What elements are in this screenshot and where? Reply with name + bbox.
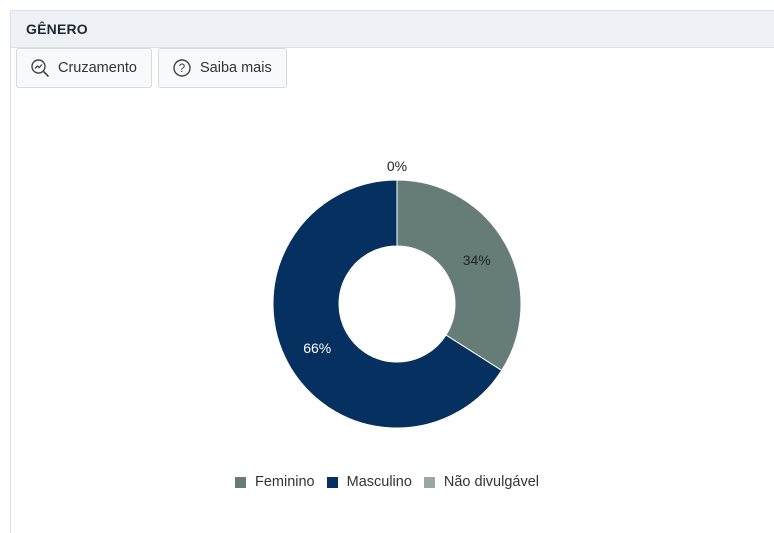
cross-analysis-icon bbox=[31, 59, 49, 77]
legend-label-nao-divulgavel: Não divulgável bbox=[443, 474, 540, 490]
genero-panel: GÊNERO bbox=[10, 10, 774, 533]
cross-button[interactable]: Cruzamento bbox=[16, 48, 152, 88]
question-icon: ? bbox=[173, 59, 191, 77]
cross-button-label: Cruzamento bbox=[58, 60, 137, 76]
slice-feminino[interactable] bbox=[396, 179, 522, 372]
panel-title: GÊNERO bbox=[26, 21, 88, 37]
legend-swatch-feminino bbox=[234, 476, 246, 488]
label-feminino: 34% bbox=[463, 252, 491, 268]
label-masculino: 66% bbox=[303, 340, 331, 356]
help-button[interactable]: ? Saiba mais bbox=[157, 48, 287, 88]
label-nao-divulgavel: 0% bbox=[387, 158, 407, 174]
legend-swatch-nao-divulgavel bbox=[423, 476, 435, 488]
legend-label-masculino: Masculino bbox=[346, 474, 412, 490]
legend-label-feminino: Feminino bbox=[254, 474, 315, 490]
legend-swatch-masculino bbox=[326, 476, 338, 488]
slice-masculino[interactable] bbox=[272, 179, 503, 429]
svg-text:?: ? bbox=[179, 63, 185, 75]
legend-item-nao-divulgavel[interactable]: Não divulgável bbox=[423, 474, 540, 490]
help-button-label: Saiba mais bbox=[199, 60, 272, 76]
gender-donut-chart: 34% 66% 0% bbox=[272, 158, 522, 429]
legend-item-feminino[interactable]: Feminino bbox=[234, 474, 315, 490]
legend-item-masculino[interactable]: Masculino bbox=[326, 474, 412, 490]
panel-header: GÊNERO bbox=[11, 11, 774, 48]
toolbar: Cruzamento ? Saiba mais bbox=[16, 48, 287, 88]
chart-legend: Feminino Masculino Não divulgável bbox=[0, 474, 774, 490]
